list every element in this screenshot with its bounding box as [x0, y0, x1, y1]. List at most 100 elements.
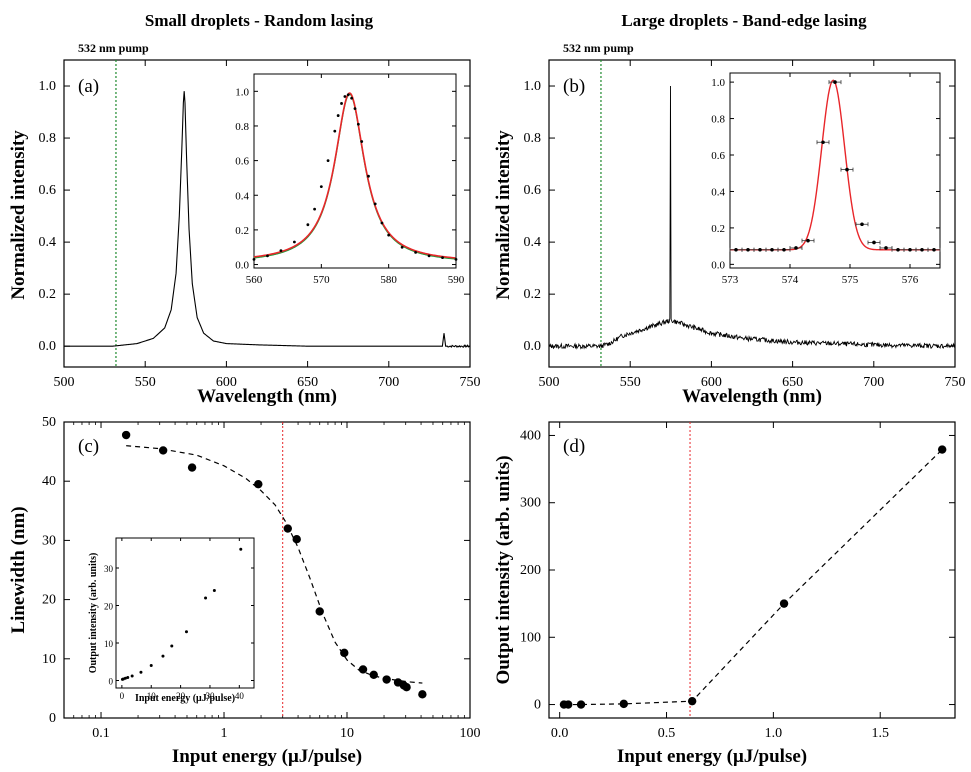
panel-b-ytick-label: 0.6: [524, 183, 542, 198]
inset-a-point: [360, 140, 364, 143]
panel-a-inset-xtick-label: 590: [448, 274, 465, 286]
inset-b-point: [884, 246, 888, 250]
inset-c-point: [130, 674, 134, 678]
panel-c-inset-xtick-label: 0: [120, 691, 125, 701]
panel-b-inset-xtick-label: 576: [902, 274, 919, 286]
panel-d-ytick-label: 0: [534, 698, 541, 713]
panel-b-xtick-label: 600: [701, 375, 722, 390]
output-point: [779, 599, 789, 608]
panel-c-ytick-label: 0: [49, 711, 56, 726]
linewidth-point: [158, 446, 168, 455]
inset-a-point: [306, 223, 310, 227]
inset-a-point: [353, 107, 357, 111]
pump-label-a: 532 nm pump: [78, 41, 149, 55]
inset-a-point: [454, 257, 458, 261]
panel-b-inset-ytick-label: 0.2: [711, 223, 725, 235]
inset-a-point: [380, 221, 384, 225]
inset-b-point: [833, 80, 837, 84]
panel-d-xtick-label: 0.0: [551, 726, 569, 741]
panel-a-inset-ytick-label: 1.0: [235, 86, 249, 98]
panel-d-xlabel: Input energy (μJ/pulse): [617, 746, 807, 767]
title-right: Large droplets - Band-edge lasing: [621, 11, 867, 30]
linewidth-point: [369, 670, 378, 679]
inset-a-point: [326, 159, 330, 163]
panel-c-inset-xlabel: Input energy (μJ/pulse): [135, 693, 235, 704]
panel-c-ytick-label: 50: [42, 415, 56, 430]
panel-b-ytick-label: 0.2: [524, 287, 542, 302]
linewidth-point: [187, 463, 197, 472]
inset-b-point: [758, 247, 762, 252]
inset-c-point: [126, 676, 130, 679]
linewidth-point: [418, 690, 427, 699]
panel-c-inset-xtick-label: 10: [147, 691, 157, 701]
panel-a-inset-xtick-label: 580: [380, 274, 397, 286]
panel-a-ylabel: Normalized intensity: [8, 130, 29, 300]
output-point: [687, 696, 697, 706]
output-point: [937, 445, 947, 454]
pump-label-b: 532 nm pump: [563, 41, 634, 55]
inset-a-point: [313, 207, 316, 211]
inset-b-point: [782, 247, 786, 252]
panel-a-ytick-label: 1.0: [39, 79, 57, 94]
panel-c-frame: [63, 421, 471, 719]
panel-c-ytick-label: 10: [42, 652, 56, 667]
inset-b-point: [860, 222, 864, 227]
panel-d-label: (d): [563, 436, 585, 457]
inset-a-point: [427, 254, 431, 258]
panel-a-ytick-label: 0.0: [39, 339, 57, 354]
inset-c-point: [239, 547, 243, 551]
panel-d-ytick-label: 400: [520, 428, 541, 443]
panel-b-ytick-label: 0.4: [524, 235, 542, 250]
panel-b-inset-ytick-label: 0.4: [711, 186, 725, 198]
inset-b-point: [845, 167, 849, 172]
panel-d-xtick-label: 1.5: [871, 726, 889, 741]
panel-c-inset-ytick-label: 30: [104, 564, 114, 574]
panel-a-inset-ytick-label: 0.2: [235, 225, 249, 237]
panel-b-inset-xtick-label: 574: [782, 274, 799, 286]
panel-d-ytick-label: 100: [520, 630, 541, 645]
panel-a-xtick-label: 700: [378, 375, 399, 390]
inset-a-point: [279, 249, 283, 253]
fit-d-line: [563, 449, 943, 706]
panel-c-ytick-label: 20: [42, 593, 56, 608]
inset-b-point: [770, 247, 774, 252]
panel-a-label: (a): [78, 76, 99, 97]
inset-b-point: [872, 240, 876, 245]
inset-c-point: [149, 664, 153, 667]
panel-a-inset-xtick-label: 570: [313, 274, 330, 286]
inset-a-point: [414, 251, 417, 254]
panel-b-inset-frame: [729, 72, 941, 269]
inset-a-fit-curve: [253, 92, 456, 259]
inset-a-point: [387, 233, 391, 237]
panel-c-inset-xtick-label: 30: [205, 691, 215, 701]
panel-b-xtick-label: 700: [863, 375, 884, 390]
panel-a-ytick-label: 0.4: [39, 235, 57, 250]
panel-b-ytick-label: 1.0: [524, 79, 542, 94]
panel-c-xlabel: Input energy (μJ/pulse): [172, 746, 362, 767]
panel-c-xtick-label: 1: [221, 726, 228, 741]
panel-b-inset-ytick-label: 0.8: [711, 114, 725, 126]
panel-b-xtick-label: 500: [539, 375, 560, 390]
panel-a-frame: [63, 59, 471, 368]
panel-c: (c) Input energy (μJ/pulse) Linewidth (n…: [8, 415, 481, 767]
panel-c-inset-xtick-label: 20: [176, 691, 186, 701]
panel-c-inset-ytick-label: 10: [104, 639, 114, 649]
panel-d: (d) Input energy (μJ/pulse) Output inten…: [493, 421, 956, 767]
inset-a-point: [333, 129, 337, 133]
panel-c-inset-ytick-label: 0: [109, 677, 114, 687]
inset-b-point: [896, 247, 900, 252]
panel-a-inset-frame: [253, 73, 457, 269]
inset-a-point: [356, 122, 360, 126]
linewidth-point: [382, 675, 391, 684]
panel-a-ytick-label: 0.2: [39, 287, 57, 302]
linewidth-point: [283, 524, 292, 533]
panel-a-ytick-label: 0.6: [39, 183, 57, 198]
linewidth-point: [340, 648, 349, 658]
inset-b-point: [806, 238, 810, 243]
panel-d-xtick-label: 0.5: [658, 726, 676, 741]
panel-b-xtick-label: 750: [945, 375, 966, 390]
panel-c-ytick-label: 30: [42, 533, 56, 548]
panel-b-inset-ytick-label: 0.0: [711, 259, 725, 271]
inset-a-point: [373, 202, 377, 206]
inset-a-point: [252, 257, 256, 261]
